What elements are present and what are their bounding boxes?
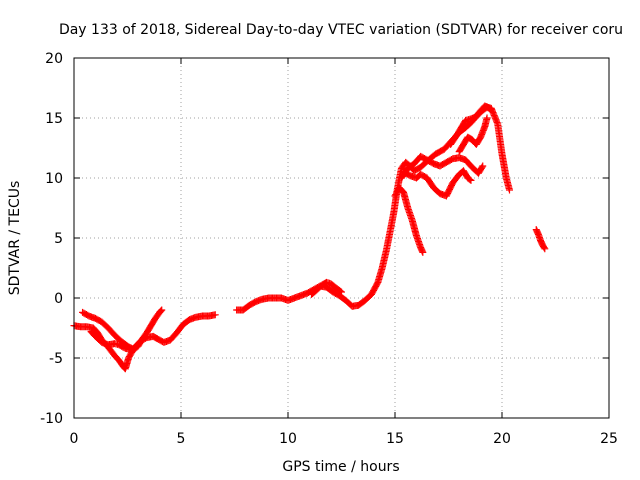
x-tick-label: 0	[70, 431, 79, 447]
data-point-series-5	[419, 248, 427, 256]
data-point-series-10	[540, 244, 548, 252]
data-point-series-8	[487, 106, 495, 114]
chart-title: Day 133 of 2018, Sidereal Day-to-day VTE…	[59, 22, 623, 38]
x-tick-label: 5	[177, 431, 186, 447]
y-tick-label: 20	[45, 51, 63, 67]
data-point-series-6	[478, 163, 486, 171]
y-tick-label: 15	[45, 111, 63, 127]
y-tick-label: 0	[54, 291, 63, 307]
data-point-series-10	[541, 245, 549, 253]
data-point-series-1	[158, 306, 166, 314]
y-tick-label: -5	[49, 351, 63, 367]
x-tick-label: 20	[493, 431, 511, 447]
data-point-series-2	[133, 342, 141, 350]
data-point-series-4	[336, 287, 344, 295]
data-point-series-3	[505, 186, 513, 194]
x-tick-label: 10	[279, 431, 297, 447]
data-point-series-2	[134, 341, 142, 349]
x-axis-label: GPS time / hours	[282, 459, 399, 475]
data-point-series-7	[467, 176, 475, 184]
data-point-series-6	[479, 162, 487, 170]
y-tick-label: -10	[40, 411, 63, 427]
y-tick-label: 5	[54, 231, 63, 247]
y-axis-label: SDTVAR / TECUs	[7, 181, 23, 296]
data-points	[70, 102, 549, 373]
y-tick-label: 10	[45, 171, 63, 187]
data-point-series-0	[211, 311, 219, 319]
x-tick-label: 25	[600, 431, 618, 447]
data-point-series-1	[157, 307, 165, 315]
data-point-series-1	[156, 308, 164, 316]
tick-labels: 0 5 10 15 20 25 -10 -5 0 5 10 15 20	[40, 51, 618, 447]
grid	[74, 58, 609, 418]
data-point-series-9	[483, 114, 491, 122]
data-point-series-7	[466, 176, 474, 184]
x-tick-label: 15	[386, 431, 404, 447]
data-point-series-4	[338, 288, 345, 296]
axis-ticks	[73, 57, 610, 419]
